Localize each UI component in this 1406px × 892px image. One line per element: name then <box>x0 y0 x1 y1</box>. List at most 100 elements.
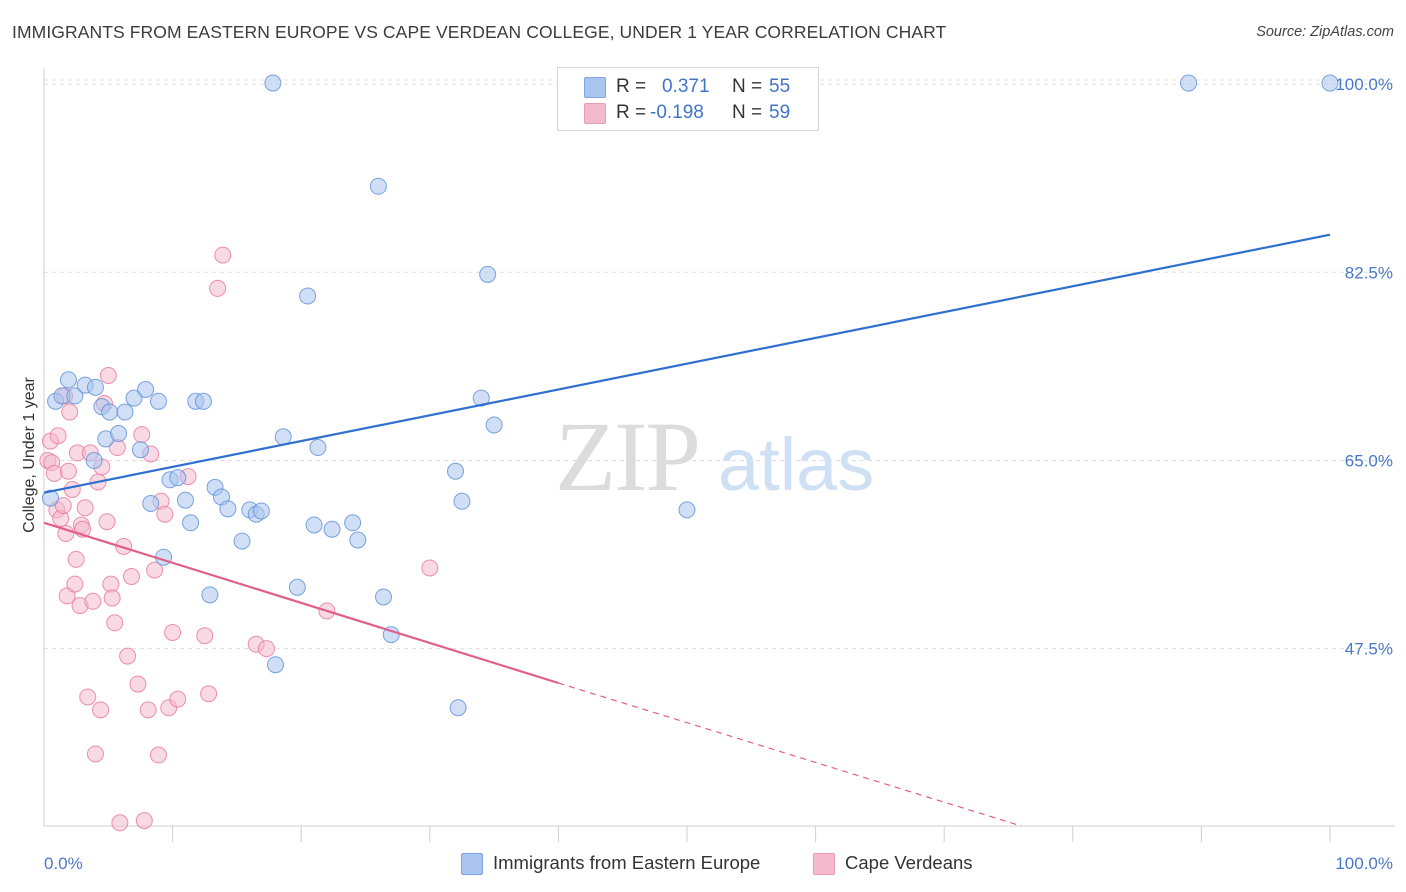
eastern-europe-point <box>131 441 149 459</box>
eastern-europe-point <box>264 74 282 92</box>
eastern-europe-point <box>1180 74 1198 92</box>
eastern-europe-point <box>219 500 237 518</box>
eastern-europe-point <box>449 699 467 717</box>
eastern-europe-point <box>101 403 119 421</box>
cape-verdeans-point <box>54 497 72 515</box>
eastern-europe-point <box>453 492 471 510</box>
legend-swatch-blue <box>584 77 606 98</box>
cape-verdeans-point <box>98 513 116 531</box>
cape-verdeans-point <box>58 587 76 605</box>
eastern-europe-point <box>110 425 128 443</box>
eastern-europe-point <box>169 469 187 487</box>
cape-verdeans-point <box>67 550 85 568</box>
cape-verdeans-point <box>49 427 67 445</box>
eastern-europe-point <box>233 532 251 550</box>
eastern-europe-point <box>1321 74 1339 92</box>
cape-verdeans-point <box>169 690 187 708</box>
cape-verdeans-point <box>156 505 174 523</box>
tick-labels: 100.0% 82.5% 65.0% 47.5% 0.0% 100.0% <box>44 75 1393 873</box>
eastern-europe-point <box>274 428 292 446</box>
source-label: Source: ZipAtlas.com <box>1256 24 1394 40</box>
x-tick-label: 100.0% <box>1335 854 1393 873</box>
watermark-atlas: atlas <box>718 423 874 506</box>
eastern-europe-point <box>678 501 696 519</box>
cape-verdeans-point <box>135 812 153 830</box>
eastern-europe-point <box>288 578 306 596</box>
cape-verdeans-point <box>421 559 439 577</box>
eastern-europe-point <box>125 389 143 407</box>
cape-verdeans-point <box>257 640 275 658</box>
cape-verdeans-point <box>133 426 151 444</box>
eastern-europe-point <box>369 177 387 195</box>
legend-n-value: 55 <box>769 76 791 97</box>
eastern-europe-point <box>323 520 341 538</box>
eastern-europe-point <box>85 451 103 469</box>
cape-verdeans-point <box>103 589 121 607</box>
legend-n-label: N = <box>732 102 763 123</box>
eastern-europe-point <box>266 656 284 674</box>
legend-swatch-pink <box>813 853 835 875</box>
cape-verdeans-point <box>59 462 77 480</box>
y-tick-label: 100.0% <box>1335 75 1393 94</box>
gridlines <box>44 79 1395 650</box>
cape-verdeans-point <box>57 525 75 543</box>
cape-verdeans-point <box>86 745 104 763</box>
cape-verdeans-point <box>119 647 137 665</box>
x-tick-label: 0.0% <box>44 854 83 873</box>
series-legend: Immigrants from Eastern Europe Cape Verd… <box>0 852 1406 878</box>
y-tick-label: 65.0% <box>1345 451 1393 470</box>
eastern-europe-point <box>59 371 77 389</box>
legend-swatch-blue <box>461 853 483 875</box>
legend-label: Immigrants from Eastern Europe <box>493 852 761 873</box>
axes <box>43 68 1395 842</box>
cape-verdeans-point <box>84 592 102 610</box>
eastern-europe-point <box>182 514 200 532</box>
cape-verdeans-point <box>66 575 84 593</box>
eastern-europe-point <box>447 462 465 480</box>
cape-verdeans-trend-line <box>43 521 559 685</box>
eastern-europe-point <box>305 516 323 534</box>
cape-verdeans-point <box>106 614 124 632</box>
cape-verdeans-point <box>209 279 227 297</box>
cape-verdeans-point <box>164 623 182 641</box>
cape-verdeans-point <box>61 403 79 421</box>
legend-n-value: 59 <box>769 102 791 123</box>
cape-verdeans-point <box>129 675 147 693</box>
eastern-europe-point <box>137 380 155 398</box>
eastern-europe-point <box>194 392 212 410</box>
cape-verdeans-point <box>115 537 133 555</box>
legend-r-value: -0.198 <box>650 102 704 123</box>
legend-r-label: R = <box>616 76 647 97</box>
eastern-europe-point <box>142 494 160 512</box>
cape-verdeans-point <box>76 499 94 517</box>
eastern-europe-point <box>485 416 503 434</box>
legend-n-label: N = <box>732 76 763 97</box>
cape-verdeans-point <box>122 568 140 586</box>
eastern-europe-point <box>86 378 104 396</box>
cape-verdeans-point <box>214 246 232 264</box>
cape-verdeans-point <box>111 814 129 832</box>
eastern-europe-point <box>479 265 497 283</box>
cape-verdeans-trend-extension <box>558 682 1022 827</box>
eastern-europe-point <box>66 387 84 405</box>
cape-verdeans-point <box>149 746 167 764</box>
eastern-europe-point <box>252 502 270 520</box>
cape-verdeans-point <box>92 701 110 719</box>
y-tick-label: 47.5% <box>1345 640 1393 659</box>
eastern-europe-point <box>116 403 134 421</box>
chart-title: IMMIGRANTS FROM EASTERN EUROPE VS CAPE V… <box>12 22 947 42</box>
trend-lines <box>43 233 1331 827</box>
cape-verdeans-point <box>196 627 214 645</box>
eastern-europe-point <box>375 588 393 606</box>
cape-verdeans-point <box>146 561 164 579</box>
legend-r-label: R = <box>616 102 647 123</box>
cape-verdeans-point <box>45 464 63 482</box>
eastern-europe-point <box>344 514 362 532</box>
eastern-europe-point <box>201 586 219 604</box>
eastern-europe-point <box>176 491 194 509</box>
cape-verdeans-point <box>79 688 97 706</box>
cape-verdeans-point <box>63 480 81 498</box>
eastern-europe-point <box>309 439 327 457</box>
cape-verdeans-point <box>139 701 157 719</box>
